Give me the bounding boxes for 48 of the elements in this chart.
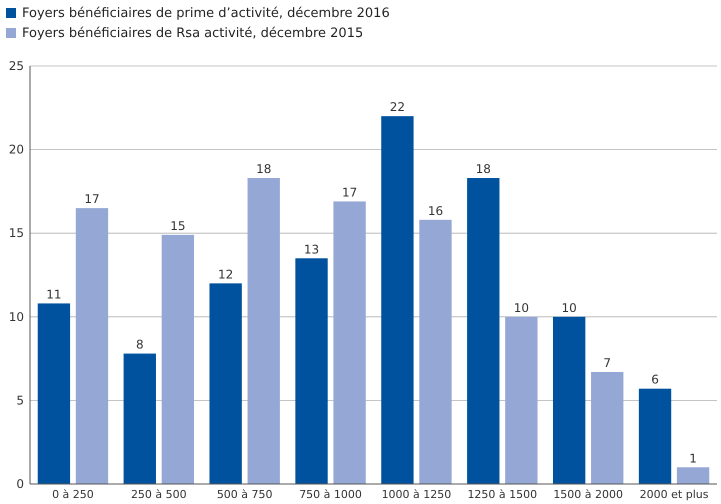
bar [295, 258, 328, 484]
bar [124, 354, 156, 484]
bar [209, 283, 242, 484]
bar [676, 467, 710, 484]
x-tick-label: 0 à 250 [52, 488, 94, 501]
data-label: 18 [476, 162, 491, 176]
bar [381, 116, 414, 484]
data-label: 1 [689, 451, 697, 466]
y-tick-label: 20 [8, 142, 24, 157]
data-label: 17 [342, 185, 358, 200]
bar [248, 178, 280, 484]
bar [467, 178, 500, 484]
y-tick-label: 15 [8, 226, 24, 240]
x-tick-label: 750 à 1000 [299, 488, 362, 501]
data-label: 8 [136, 338, 144, 352]
x-tick-label: 250 à 500 [130, 488, 187, 501]
data-label: 11 [46, 287, 62, 302]
x-tick-label: 1000 à 1250 [382, 488, 452, 501]
bar [419, 220, 452, 484]
bar [76, 208, 108, 484]
data-label: 15 [170, 218, 186, 233]
bar [552, 316, 586, 484]
x-tick-label: 1500 à 2000 [553, 488, 624, 501]
bar [38, 303, 70, 484]
bar [638, 388, 672, 484]
bar [333, 201, 366, 484]
data-label: 10 [562, 300, 577, 315]
y-tick-label: 10 [8, 310, 24, 324]
data-label: 13 [304, 242, 320, 256]
data-label: 16 [428, 204, 444, 218]
legend-label: Foyers bénéficiaires de Rsa activité, décembre 2015 [22, 26, 364, 41]
data-label: 22 [390, 100, 406, 114]
y-tick-label: 5 [16, 393, 24, 408]
data-label: 6 [651, 372, 659, 387]
x-tick-label: 2000 et plus [640, 488, 709, 501]
data-label: 17 [84, 192, 100, 206]
x-tick-label: 500 à 750 [216, 488, 273, 501]
data-label: 10 [514, 300, 529, 315]
bar [505, 316, 538, 484]
bar [162, 234, 194, 484]
y-tick-label: 0 [16, 477, 24, 491]
bar [591, 372, 624, 484]
data-label: 18 [256, 162, 272, 176]
x-tick-label: 1250 à 1500 [467, 488, 538, 501]
legend-label: Foyers bénéficiaires de prime d’activité, décembre 2016 [22, 6, 390, 21]
data-label: 7 [603, 356, 612, 370]
y-tick-label: 25 [8, 59, 24, 73]
data-label: 12 [218, 267, 234, 282]
